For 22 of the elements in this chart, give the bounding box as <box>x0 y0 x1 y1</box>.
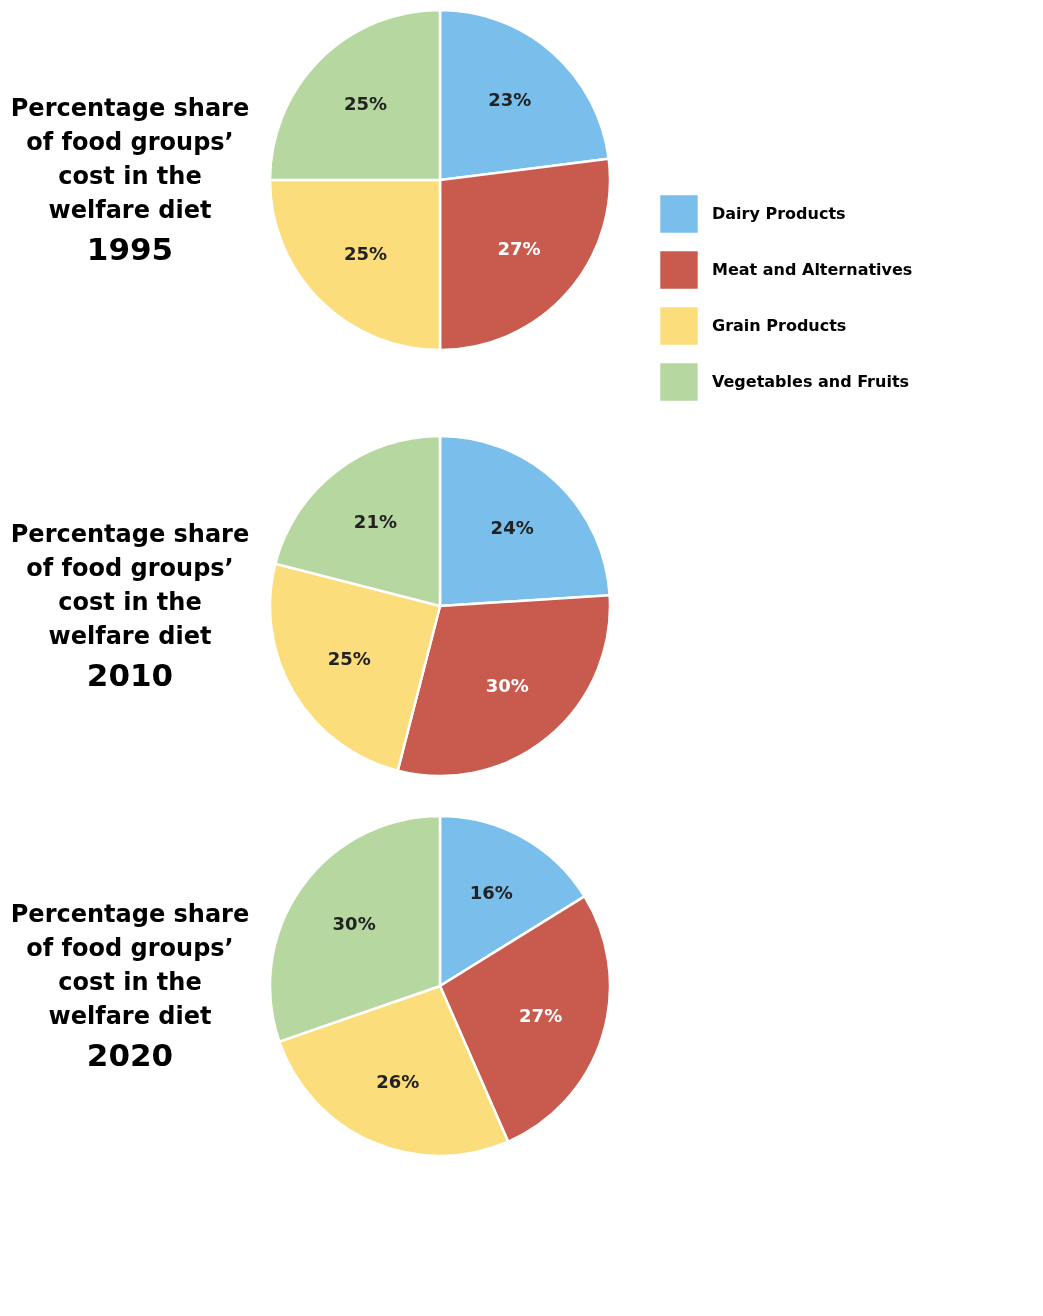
data-label: 25% <box>343 242 388 264</box>
text: 2020 <box>86 1037 174 1073</box>
text: 1995 <box>86 231 174 267</box>
data-label: 25% <box>327 647 371 669</box>
data-label: 30% <box>332 912 376 934</box>
data-label: 23% <box>488 88 532 110</box>
legend-label: Dairy Products <box>712 204 846 223</box>
data-label: 16% <box>469 881 513 903</box>
text: Percentage share of food groups’ cost in the welfare diet <box>10 94 250 224</box>
data-label: 27% <box>497 237 541 259</box>
text: Percentage share of food groups’ cost in the welfare diet <box>10 900 250 1030</box>
data-label: 26% <box>376 1070 420 1092</box>
text: 2010 <box>86 657 174 693</box>
data-label: 21% <box>353 510 397 532</box>
data-label: 25% <box>343 93 388 115</box>
text: Percentage share of food groups’ cost in the welfare diet <box>10 520 250 650</box>
legend-label: Grain Products <box>712 316 847 335</box>
data-label: 24% <box>490 517 534 539</box>
legend-label: Vegetables and Fruits <box>712 372 910 391</box>
data-label: 27% <box>519 1005 563 1027</box>
data-label: 30% <box>485 675 529 697</box>
legend-label: Meat and Alternatives <box>712 260 913 279</box>
